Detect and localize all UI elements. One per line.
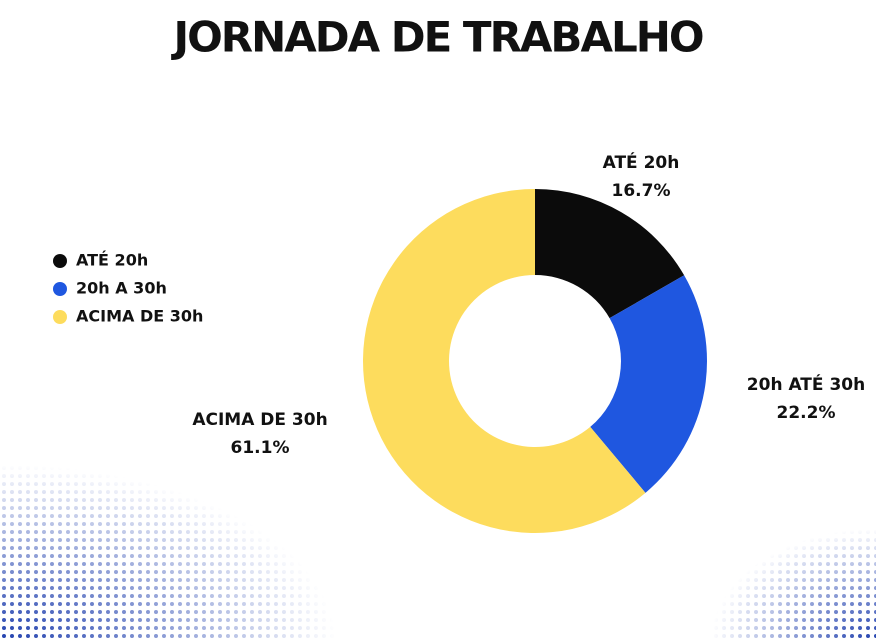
donut-slice <box>363 189 646 533</box>
halftone-decoration <box>640 480 876 642</box>
slice-value: 61.1% <box>231 438 290 458</box>
slice-value: 22.2% <box>777 403 836 423</box>
legend-label: ATÉ 20h <box>76 251 148 270</box>
legend-swatch <box>53 254 67 268</box>
slice-label: ACIMA DE 30h <box>192 410 327 430</box>
legend-swatch <box>53 282 67 296</box>
slice-label: 20h ATÉ 30h <box>747 373 865 395</box>
chart-title: JORNADA DE TRABALHO <box>170 13 702 62</box>
legend-label: ACIMA DE 30h <box>76 307 203 326</box>
legend-swatch <box>53 310 67 324</box>
slice-label: ATÉ 20h <box>603 151 680 173</box>
slice-value: 16.7% <box>612 181 671 201</box>
donut-slice <box>590 275 707 493</box>
halftone-decoration <box>0 420 420 642</box>
donut-slice <box>535 189 685 319</box>
legend-label: 20h A 30h <box>76 279 167 298</box>
